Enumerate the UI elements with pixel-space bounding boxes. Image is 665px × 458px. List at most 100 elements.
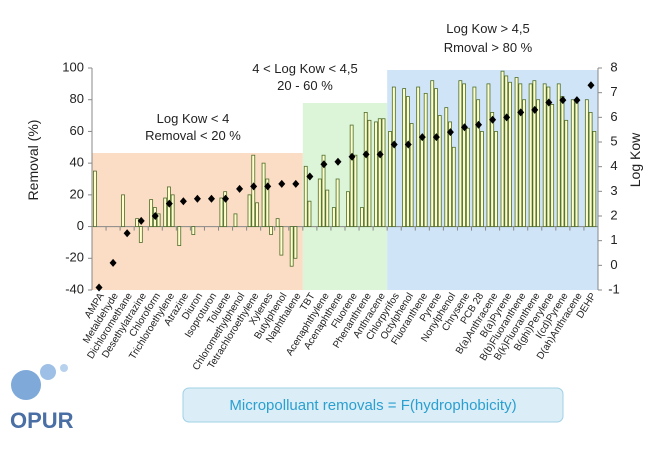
- bar: [363, 112, 368, 227]
- log-kow-marker: [278, 179, 286, 188]
- y2-tick-label: 7: [610, 84, 617, 99]
- log-kow-marker: [348, 152, 356, 161]
- log-kow-marker: [376, 150, 384, 159]
- logo-circle: [11, 370, 41, 400]
- y2-tick-label: 8: [610, 59, 617, 74]
- log-kow-marker: [573, 96, 581, 105]
- annotation: 20 - 60 %: [277, 78, 333, 93]
- bar: [536, 99, 541, 227]
- log-kow-marker: [334, 157, 342, 166]
- bar: [465, 127, 470, 227]
- bar: [588, 112, 593, 227]
- bar: [138, 226, 143, 243]
- bar: [494, 131, 498, 227]
- bar: [367, 119, 372, 227]
- bar: [233, 213, 238, 227]
- log-kow-marker: [222, 194, 230, 203]
- bar: [289, 226, 294, 267]
- bar: [303, 165, 308, 227]
- bar: [279, 226, 284, 256]
- bar: [528, 83, 533, 227]
- log-kow-marker: [207, 194, 215, 203]
- bar: [522, 99, 526, 227]
- bar: [121, 194, 125, 227]
- bar: [156, 213, 161, 227]
- log-kow-marker: [123, 229, 131, 238]
- log-kow-marker: [179, 197, 187, 206]
- bar: [437, 115, 442, 227]
- bar: [532, 80, 537, 227]
- bar: [570, 99, 575, 227]
- bar: [163, 197, 168, 227]
- bar: [490, 112, 495, 227]
- annotation: Removal < 20 %: [145, 128, 241, 143]
- y2-tick-label: 2: [610, 207, 617, 222]
- bar: [546, 86, 551, 227]
- bar: [486, 83, 491, 227]
- log-kow-marker: [489, 115, 497, 124]
- bar: [409, 123, 414, 227]
- bar: [219, 197, 224, 227]
- annotation: Rmoval > 80 %: [444, 40, 533, 55]
- annotation: Log Kow > 4,5: [446, 21, 529, 36]
- bar: [518, 83, 523, 227]
- log-kow-marker: [320, 160, 328, 169]
- bar: [405, 96, 410, 227]
- y2-tick-label: 3: [610, 183, 617, 198]
- y-tick-label: 60: [70, 123, 84, 138]
- bar: [451, 146, 456, 227]
- caption-box: [182, 387, 564, 423]
- log-kow-marker: [446, 128, 454, 137]
- y2-tick-label: -1: [608, 281, 620, 296]
- log-kow-marker: [95, 283, 103, 292]
- y-tick-label: -20: [65, 250, 84, 265]
- log-kow-marker: [418, 133, 426, 142]
- log-kow-marker: [362, 150, 370, 159]
- y2-axis-label: Log Kow: [627, 132, 643, 187]
- bar: [472, 86, 477, 227]
- bar: [170, 194, 175, 227]
- bar: [476, 99, 481, 227]
- log-kow-marker: [475, 120, 483, 129]
- y-tick-label: -40: [65, 281, 84, 296]
- bar: [381, 118, 386, 227]
- log-kow-marker: [306, 172, 314, 181]
- bar: [321, 154, 326, 227]
- y-tick-label: 20: [70, 186, 84, 201]
- log-kow-marker: [432, 133, 440, 142]
- y2-tick-label: 1: [610, 232, 617, 247]
- log-kow-marker: [193, 194, 201, 203]
- bar: [402, 88, 407, 227]
- log-kow-marker: [250, 182, 258, 191]
- bar: [462, 83, 466, 227]
- bar: [514, 77, 519, 227]
- bar: [149, 199, 154, 227]
- annotation: Log Kow < 4: [157, 111, 230, 126]
- bar: [247, 194, 252, 227]
- bar: [177, 226, 182, 246]
- bar: [307, 200, 312, 227]
- y-tick-label: 80: [70, 91, 84, 106]
- bar: [255, 202, 259, 227]
- bar: [269, 226, 273, 235]
- bar: [135, 218, 139, 227]
- bar: [508, 81, 512, 227]
- bar: [592, 131, 597, 227]
- log-kow-marker: [559, 96, 567, 105]
- y2-tick-label: 6: [610, 109, 617, 124]
- bar: [434, 88, 438, 227]
- bar: [504, 75, 509, 227]
- bar: [349, 124, 354, 227]
- bar: [261, 162, 266, 227]
- bar: [420, 138, 424, 227]
- y2-tick-label: 0: [610, 257, 617, 272]
- bar: [293, 226, 298, 259]
- bar: [317, 178, 322, 227]
- bar: [275, 218, 280, 227]
- log-kow-marker: [503, 113, 511, 122]
- log-kow-marker: [460, 123, 468, 132]
- log-kow-marker: [151, 212, 159, 220]
- logo: OPUR: [10, 364, 74, 433]
- region: [302, 103, 388, 290]
